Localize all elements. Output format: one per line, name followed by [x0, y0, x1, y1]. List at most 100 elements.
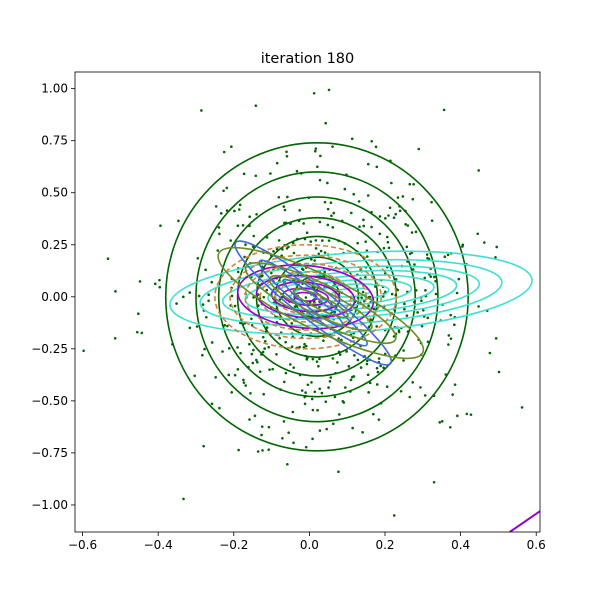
- scatter-point: [455, 291, 459, 295]
- scatter-point: [358, 225, 361, 229]
- scatter-point: [377, 357, 381, 360]
- scatter-point: [281, 436, 284, 440]
- scatter-point: [338, 353, 342, 356]
- scatter-point: [314, 147, 318, 150]
- scatter-point: [424, 289, 427, 292]
- scatter-point: [326, 181, 329, 185]
- scatter-point: [317, 252, 321, 256]
- x-tick-label: −0.6: [68, 538, 97, 552]
- scatter-point: [217, 226, 221, 229]
- scatter-point: [317, 364, 320, 368]
- scatter-point: [495, 245, 499, 249]
- scatter-point: [275, 352, 278, 356]
- scatter-point: [446, 253, 450, 257]
- scatter-point: [405, 245, 409, 249]
- y-tick-label: 0.00: [41, 290, 68, 304]
- scatter-point: [310, 397, 314, 401]
- scatter-point: [249, 391, 252, 395]
- scatter-point: [494, 337, 498, 340]
- scatter-point: [238, 203, 242, 207]
- scatter-point: [242, 378, 245, 382]
- scatter-point: [304, 445, 308, 449]
- scatter-point: [200, 109, 203, 112]
- scatter-point: [392, 335, 396, 338]
- scatter-point: [382, 366, 385, 369]
- scatter-point: [394, 277, 398, 281]
- scatter-point: [520, 406, 524, 409]
- scatter-point: [408, 252, 412, 256]
- contour-ellipse: [229, 254, 383, 340]
- y-tick-label: 1.00: [41, 82, 68, 96]
- contour-ellipse: [217, 246, 425, 360]
- scatter-point: [230, 391, 234, 394]
- scatter-point: [376, 370, 380, 374]
- scatter-point: [330, 214, 333, 218]
- scatter-point: [260, 425, 264, 428]
- scatter-point: [292, 366, 296, 369]
- scatter-point: [378, 232, 382, 236]
- scatter-point: [222, 189, 225, 193]
- scatter-point: [277, 195, 281, 199]
- scatter-point: [328, 379, 332, 383]
- scatter-point: [377, 418, 381, 421]
- scatter-point: [113, 336, 117, 340]
- scatter-point: [303, 342, 306, 346]
- scatter-point: [340, 338, 343, 342]
- x-axis: −0.6 −0.4 −0.2 0.0 0.2 0.4 0.6: [68, 532, 546, 552]
- scatter-point: [282, 205, 286, 208]
- scatter-point: [318, 178, 322, 182]
- scatter-point: [292, 441, 295, 445]
- scatter-point: [196, 256, 200, 260]
- scatter-point: [309, 240, 313, 243]
- scatter-point: [258, 370, 262, 373]
- x-tick-label: −0.4: [144, 538, 173, 552]
- scatter-point: [218, 406, 221, 410]
- scatter-point: [285, 150, 288, 154]
- scatter-point: [378, 215, 382, 218]
- scatter-point: [364, 240, 367, 243]
- scatter-point: [429, 275, 433, 278]
- scatter-point: [402, 359, 405, 362]
- scatter-point: [483, 241, 486, 244]
- scatter-point: [326, 207, 330, 211]
- scatter-point: [453, 383, 457, 386]
- scatter-point: [408, 182, 412, 186]
- scatter-point: [318, 220, 322, 224]
- scatter-point: [314, 247, 318, 250]
- scatter-point: [390, 292, 394, 296]
- scatter-point: [406, 224, 410, 227]
- scatter-point: [267, 425, 271, 429]
- scatter-point: [244, 384, 247, 387]
- scatter-point: [411, 381, 414, 384]
- x-tick-label: 0.2: [375, 538, 394, 552]
- scatter-point: [387, 214, 390, 217]
- scatter-point: [303, 402, 307, 406]
- contour-ellipse: [268, 274, 373, 332]
- scatter-point: [312, 91, 316, 95]
- scatter-point: [343, 187, 347, 191]
- scatter-point: [252, 348, 255, 352]
- scatter-point: [417, 147, 421, 151]
- scatter-point: [227, 347, 231, 350]
- scatter-point: [337, 337, 340, 340]
- scatter-point: [442, 108, 446, 112]
- scatter-point: [465, 412, 469, 416]
- scatter-point: [388, 206, 392, 210]
- contour-series-6: [217, 246, 425, 360]
- scatter-point: [271, 367, 274, 371]
- scatter-point: [248, 215, 251, 219]
- scatter-point: [316, 408, 319, 412]
- scatter-point: [188, 291, 192, 294]
- scatter-point: [280, 254, 283, 257]
- scatter-point: [188, 326, 192, 330]
- scatter-point: [314, 239, 318, 242]
- scatter-point: [177, 219, 180, 223]
- scatter-point: [338, 413, 341, 416]
- scatter-point: [261, 335, 265, 339]
- scatter-point: [269, 172, 272, 175]
- scatter-point: [201, 303, 205, 306]
- scatter-point: [153, 282, 157, 286]
- scatter-point: [159, 224, 162, 227]
- scatter-point: [298, 209, 301, 212]
